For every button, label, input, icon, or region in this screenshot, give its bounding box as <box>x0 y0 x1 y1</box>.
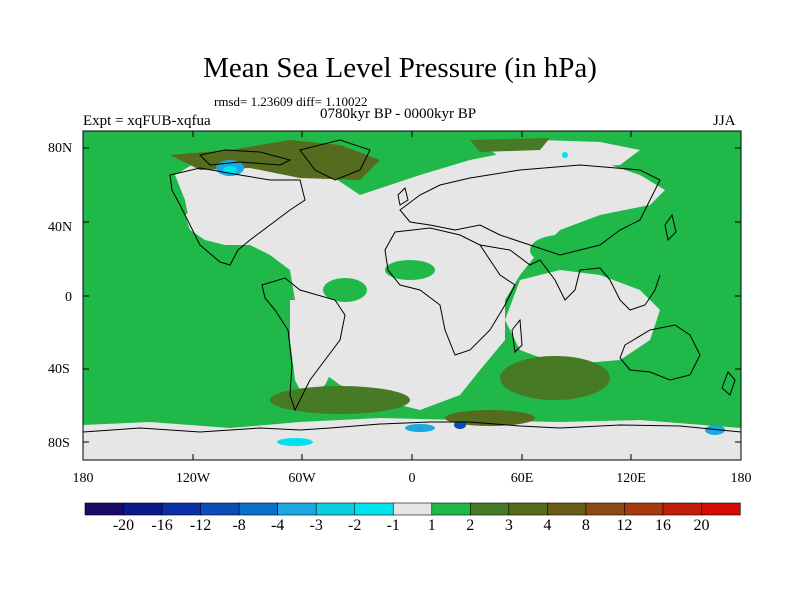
negative-patch-weddell <box>277 438 313 446</box>
coast-new-zealand <box>721 371 736 396</box>
colorbar-label: -1 <box>386 517 400 534</box>
colorbar-swatch <box>392 502 433 516</box>
lat-tick-40n: 40N <box>48 220 72 235</box>
colorbar-label: 1 <box>427 517 436 534</box>
lon-tick-0: 0 <box>409 471 416 486</box>
neutral-region-north-america <box>175 160 310 230</box>
chart-title: Mean Sea Level Pressure (in hPa) <box>203 52 597 84</box>
coastlines <box>83 139 741 433</box>
colorbar-swatch <box>84 502 125 516</box>
colorbar-label: -12 <box>189 517 212 534</box>
colorbar-swatch <box>508 502 548 516</box>
coast-greenland <box>299 139 371 181</box>
lon-tick-120w: 120W <box>176 471 211 486</box>
negative-patch-ross <box>705 425 725 435</box>
pressure-difference-field <box>83 131 741 460</box>
coast-japan <box>664 213 677 242</box>
negative-patch-antarctic-2 <box>454 421 466 429</box>
anomaly-patch-tropical-atlantic <box>323 278 367 302</box>
negative-patch-hudson-core <box>223 166 237 174</box>
coast-australia <box>619 324 701 381</box>
coast-africa <box>384 227 516 356</box>
season-label: JJA <box>713 113 736 129</box>
anomaly-patch-southern-indian <box>500 356 610 400</box>
negative-patch-antarctic-1 <box>405 424 435 432</box>
lon-tick-60e: 60E <box>511 471 534 486</box>
colorbar-label: 3 <box>504 517 513 534</box>
colorbar-swatch <box>277 502 317 516</box>
coast-north-america <box>169 167 306 266</box>
colorbar-swatch <box>547 502 587 516</box>
coast-madagascar <box>511 318 523 354</box>
colorbar-label: -16 <box>151 517 173 534</box>
lat-tick-40s: 40S <box>48 362 70 377</box>
colorbar-label: -4 <box>270 517 285 534</box>
anomaly-patch-arabian-sea <box>530 235 590 265</box>
colorbar-swatch <box>469 502 510 516</box>
experiment-label: Expt = xqFUB-xqfua <box>83 113 211 129</box>
rmsd-diff-stats: rmsd= 1.23609 diff= 1.10022 <box>214 94 368 109</box>
lat-tick-80s: 80S <box>48 436 70 451</box>
longitude-axis: 180 120W 60W 0 60E 120E 180 <box>73 471 752 486</box>
colorbar <box>84 502 741 516</box>
colorbar-swatch <box>701 502 741 516</box>
coast-arabia-india <box>479 244 611 301</box>
colorbar-swatch <box>200 502 240 516</box>
colorbar-swatch <box>161 502 202 516</box>
colorbar-label: 2 <box>466 517 475 534</box>
coast-south-america <box>261 277 346 412</box>
colorbar-label: 8 <box>581 517 590 534</box>
coast-uk <box>397 187 409 206</box>
coast-antarctica <box>83 421 741 433</box>
lon-tick-180e: 180 <box>731 471 752 486</box>
colorbar-label: 20 <box>693 517 710 534</box>
colorbar-label: 4 <box>543 517 552 534</box>
colorbar-label: -2 <box>348 517 362 534</box>
neutral-region-south-america <box>290 300 345 400</box>
lon-tick-120e: 120E <box>616 471 646 486</box>
colorbar-swatch <box>585 502 626 516</box>
lat-tick-80n: 80N <box>48 141 72 156</box>
anomaly-patch-siberia <box>470 138 550 152</box>
lat-tick-0: 0 <box>65 290 72 305</box>
colorbar-swatch <box>238 502 279 516</box>
colorbar-swatch <box>624 502 664 516</box>
colorbar-label: -20 <box>112 517 135 534</box>
colorbar-label: -8 <box>232 517 246 534</box>
lat-tick-marks <box>83 147 741 443</box>
period-label: 0780kyr BP - 0000kyr BP <box>320 106 477 122</box>
anomaly-patch-sahara <box>385 260 435 280</box>
colorbar-label: 16 <box>654 517 671 534</box>
anomaly-patch-south-atlantic <box>270 386 410 414</box>
lon-tick-marks <box>192 131 632 460</box>
latitude-axis: 80N 40N 0 40S 80S <box>48 141 72 451</box>
colorbar-swatch <box>315 502 356 516</box>
neutral-region-indian-ocean <box>505 270 660 365</box>
colorbar-swatch <box>662 502 703 516</box>
colorbar-swatch <box>431 502 471 516</box>
negative-patch-siberia <box>562 152 568 158</box>
coast-canadian-archipelago <box>198 149 292 166</box>
colorbar-swatch <box>354 502 394 516</box>
lon-tick-60w: 60W <box>288 471 316 486</box>
coast-southeast-asia <box>609 274 661 311</box>
anomaly-patch-arctic <box>170 140 380 180</box>
coast-europe-asia <box>399 164 661 256</box>
lon-tick-180w: 180 <box>73 471 94 486</box>
colorbar-label: 12 <box>616 517 633 534</box>
colorbar-label: -3 <box>309 517 323 534</box>
colorbar-swatch <box>123 502 163 516</box>
